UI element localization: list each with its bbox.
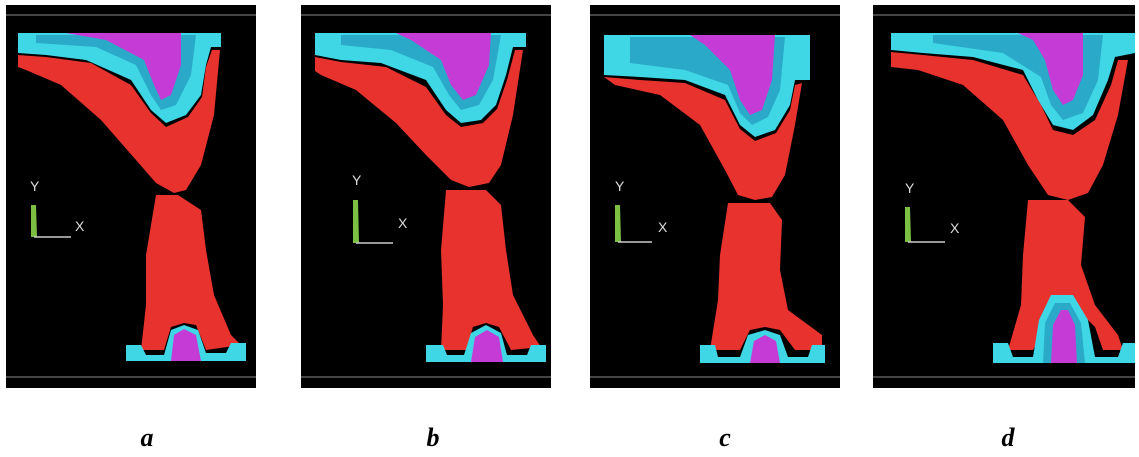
caption-c: c — [719, 423, 731, 452]
simulation-panel-b — [301, 5, 551, 388]
axis-x-label-d: X — [950, 220, 960, 236]
axis-y-label-d: Y — [905, 180, 915, 196]
caption-b: b — [426, 423, 440, 452]
mesh-simulation-c — [590, 14, 840, 378]
axis-x-label-b: X — [398, 215, 408, 231]
mesh-simulation-d — [873, 14, 1135, 378]
axis-y-label-a: Y — [30, 178, 40, 194]
axis-triad-icon — [615, 205, 652, 243]
axis-triad-icon — [31, 205, 71, 238]
axis-y-label-b: Y — [352, 172, 362, 188]
axis-triad-icon — [905, 207, 945, 243]
axis-triad-icon — [353, 200, 393, 244]
mesh-simulation-a — [6, 14, 256, 378]
mesh-simulation-b — [301, 14, 551, 378]
simulation-panel-a — [6, 5, 256, 388]
axis-y-label-c: Y — [615, 178, 625, 194]
axis-x-label-a: X — [75, 218, 85, 234]
caption-a: a — [140, 423, 154, 452]
simulation-panel-d — [873, 5, 1135, 388]
axis-x-label-c: X — [658, 219, 668, 235]
simulation-panel-c — [590, 5, 840, 388]
caption-d: d — [1001, 423, 1015, 452]
